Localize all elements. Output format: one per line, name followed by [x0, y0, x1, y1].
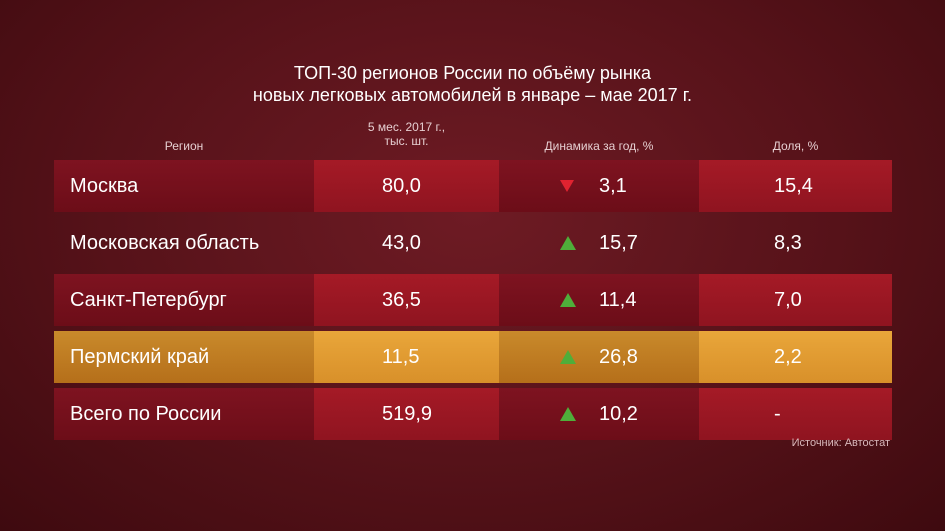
region-name: Московская область	[70, 232, 260, 254]
volume-value: 80,0	[382, 175, 421, 197]
table-row: Всего по России 519,9 10,2 -	[54, 388, 892, 440]
share-column-highlight	[699, 160, 892, 212]
share-value: 15,4	[774, 175, 813, 197]
arrow-up-icon	[560, 350, 576, 364]
share-column-highlight	[699, 331, 892, 383]
header-share: Доля, %	[772, 139, 819, 153]
volume-column-highlight	[314, 160, 499, 212]
table-row: Московская область 43,0 15,7 8,3	[54, 217, 892, 269]
volume-column-highlight	[314, 388, 499, 440]
region-name: Пермский край	[70, 346, 210, 368]
share-value: 8,3	[774, 232, 802, 254]
header-region: Регион	[164, 139, 204, 153]
share-column-highlight	[699, 274, 892, 326]
region-name: Всего по России	[70, 403, 222, 425]
volume-value: 519,9	[382, 403, 433, 425]
chart-title-line2: новых легковых автомобилей в январе – ма…	[252, 85, 693, 105]
dynamics-value: 11,4	[599, 289, 637, 311]
header-volume: 5 мес. 2017 г., тыс. шт.	[314, 120, 499, 148]
table-row: Санкт-Петербург 36,5 11,4 7,0	[54, 274, 892, 326]
table-row: Москва 80,0 3,1 15,4	[54, 160, 892, 212]
header-volume-line1: 5 мес. 2017 г.,	[367, 120, 446, 134]
header-volume-line2: тыс. шт.	[384, 134, 429, 148]
volume-column-highlight	[314, 331, 499, 383]
source-note: Источник: Автостат	[791, 437, 890, 449]
volume-value: 36,5	[382, 289, 421, 311]
share-value: 2,2	[774, 346, 802, 368]
arrow-down-icon	[560, 180, 574, 192]
volume-value: 11,5	[382, 346, 420, 368]
chart-title: ТОП-30 регионов России по объёму рынка н…	[0, 62, 945, 106]
share-column-highlight	[699, 388, 892, 440]
volume-value: 43,0	[382, 232, 421, 254]
dynamics-value: 10,2	[599, 403, 638, 425]
header-dynamics: Динамика за год, %	[544, 139, 654, 153]
dynamics-value: 26,8	[599, 346, 638, 368]
region-name: Москва	[70, 175, 139, 197]
arrow-up-icon	[560, 407, 576, 421]
dynamics-value: 3,1	[599, 175, 627, 197]
share-value: -	[774, 403, 781, 425]
table-row: Пермский край 11,5 26,8 2,2	[54, 331, 892, 383]
arrow-up-icon	[560, 236, 576, 250]
chart-title-line1: ТОП-30 регионов России по объёму рынка	[293, 63, 652, 83]
dynamics-value: 15,7	[599, 232, 638, 254]
volume-column-highlight	[314, 274, 499, 326]
share-value: 7,0	[774, 289, 802, 311]
arrow-up-icon	[560, 293, 576, 307]
region-name: Санкт-Петербург	[70, 289, 227, 311]
